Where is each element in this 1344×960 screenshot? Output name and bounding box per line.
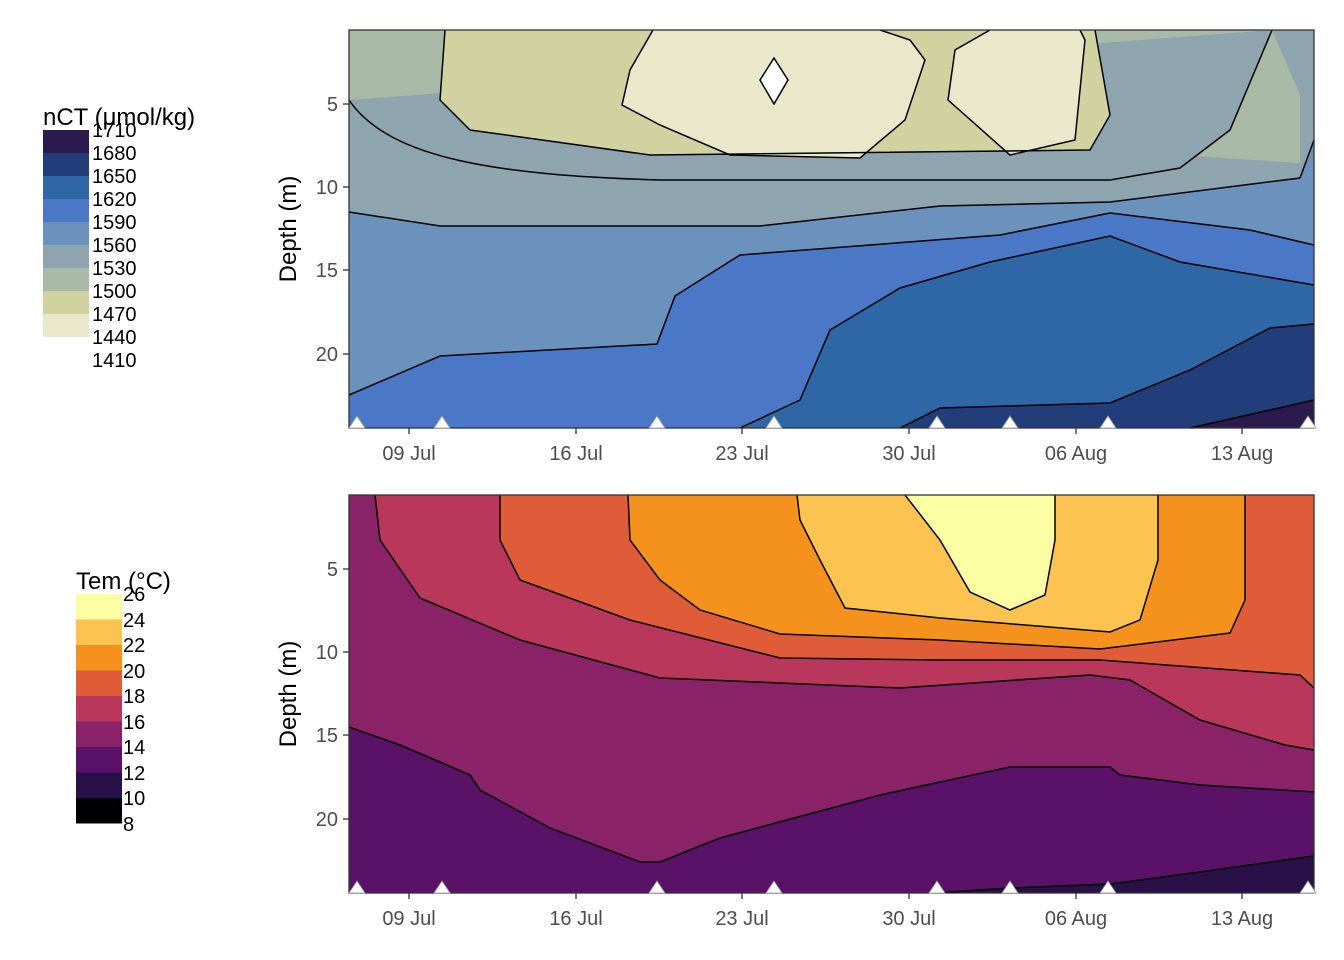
tem-x-tick: 09 Jul: [382, 908, 435, 930]
nct-legend-label: 1680: [92, 143, 137, 165]
nct-x-tick: 06 Aug: [1045, 443, 1107, 465]
tem-x-tick: 30 Jul: [882, 908, 935, 930]
tem-legend-label: 16: [123, 712, 145, 734]
nct-legend-label: 1530: [92, 258, 137, 280]
nct-x-axis: 09 Jul 16 Jul 23 Jul 30 Jul 06 Aug 13 Au…: [382, 428, 1273, 465]
tem-y-tick-20: 20: [316, 809, 338, 831]
nct-band-above-1710: [1190, 400, 1314, 428]
nct-y-tick-10: 10: [316, 177, 338, 199]
tem-legend-label: 26: [123, 584, 145, 606]
nct-legend-title: nCT (μmol/kg): [43, 104, 195, 131]
tem-legend-title: Tem (°C): [76, 568, 171, 595]
tem-isolines: [349, 495, 1314, 893]
nct-x-tick: 16 Jul: [549, 443, 602, 465]
nct-panel: 5 10 15 20 Depth (m) 09 Jul 16 Jul 23 Ju…: [275, 29, 1317, 465]
tem-x-tick: 13 Aug: [1211, 908, 1273, 930]
tem-x-axis: 09 Jul 16 Jul 23 Jul 30 Jul 06 Aug 13 Au…: [382, 893, 1273, 930]
nct-band-1470-1500: [622, 30, 1085, 158]
nct-legend-label: 1560: [92, 235, 137, 257]
tem-legend-label: 10: [123, 788, 145, 810]
nct-sample-markers: [348, 415, 1317, 429]
tem-panel-border: [348, 494, 1315, 894]
nct-panel-border: [348, 29, 1315, 429]
tem-band-24-26: [905, 495, 1055, 610]
nct-contour-fill: [349, 30, 1314, 428]
tem-legend-label: 12: [123, 763, 145, 785]
nct-legend-label: 1440: [92, 327, 137, 349]
tem-legend-label: 22: [123, 635, 145, 657]
nct-isolines: [349, 30, 1314, 428]
nct-x-tick: 23 Jul: [715, 443, 768, 465]
tem-legend-label: 18: [123, 686, 145, 708]
nct-legend-label: 1410: [92, 350, 137, 372]
nct-x-tick: 30 Jul: [882, 443, 935, 465]
nct-band-1680-1710: [900, 324, 1314, 428]
tem-y-axis: 5 10 15 20 Depth (m): [275, 559, 349, 831]
nct-legend-label: 1710: [92, 120, 137, 142]
tem-panel: 5 10 15 20 Depth (m) 09 Jul 16 Jul 23 Ju…: [275, 494, 1317, 930]
nct-y-axis: 5 10 15 20 Depth (m): [275, 94, 349, 366]
tem-y-tick-15: 15: [316, 725, 338, 747]
tem-x-tick: 23 Jul: [715, 908, 768, 930]
tem-legend: Tem (°C) 26 24 22 20 18 16 14 12 10 8: [76, 568, 171, 836]
tem-y-tick-10: 10: [316, 642, 338, 664]
tem-legend-label: 14: [123, 737, 145, 759]
tem-legend-label: 8: [123, 814, 134, 836]
nct-legend-swatches: [43, 130, 89, 337]
nct-x-tick: 13 Aug: [1211, 443, 1273, 465]
tem-band-10-12: [935, 856, 1314, 893]
nct-y-tick-20: 20: [316, 344, 338, 366]
nct-legend-label: 1590: [92, 212, 137, 234]
nct-legend-label: 1620: [92, 189, 137, 211]
tem-y-axis-label: Depth (m): [275, 641, 302, 748]
tem-legend-swatches: [76, 594, 122, 824]
nct-y-axis-label: Depth (m): [275, 176, 302, 283]
tem-contour-fill: [349, 495, 1314, 893]
nct-y-tick-5: 5: [327, 94, 338, 116]
tem-y-tick-5: 5: [327, 559, 338, 581]
nct-legend-label: 1500: [92, 281, 137, 303]
tem-legend-label: 24: [123, 610, 145, 632]
nct-y-tick-15: 15: [316, 260, 338, 282]
nct-legend: nCT (μmol/kg) 1710 1680 1650 1620 1590 1…: [43, 104, 195, 372]
tem-band-12-14: [349, 727, 1314, 893]
tem-sample-markers: [348, 880, 1317, 894]
nct-legend-label: 1650: [92, 166, 137, 188]
tem-legend-label: 20: [123, 661, 145, 683]
nct-legend-label: 1470: [92, 304, 137, 326]
tem-x-tick: 06 Aug: [1045, 908, 1107, 930]
nct-x-tick: 09 Jul: [382, 443, 435, 465]
tem-x-tick: 16 Jul: [549, 908, 602, 930]
